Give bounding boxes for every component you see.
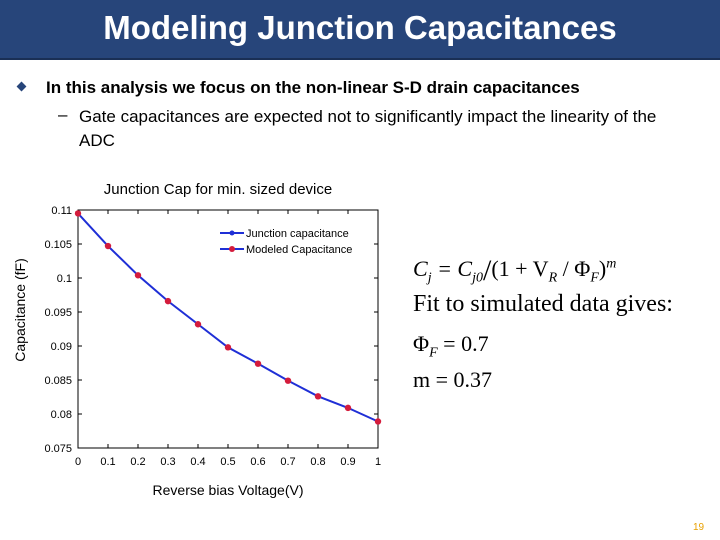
phi-value-equation: ΦF = 0.7 — [413, 331, 489, 361]
fit-text: Fit to simulated data gives: — [413, 291, 673, 317]
modeled-point — [254, 360, 262, 367]
y-tick-label: 0.08 — [51, 409, 72, 421]
y-tick-label: 0.105 — [44, 239, 72, 251]
x-tick-label: 0.8 — [310, 456, 325, 468]
legend: Junction capacitance Modeled Capacitance — [220, 228, 352, 256]
slide-title: Modeling Junction Capacitances — [103, 9, 617, 46]
x-tick-label: 0.5 — [220, 456, 235, 468]
y-tick-label: 0.095 — [44, 307, 72, 319]
eq-phi-sub: F — [590, 270, 599, 286]
eq-slash: / — [483, 254, 492, 287]
modeled-point — [314, 393, 322, 400]
y-axis-label: Capacitance (fF) — [12, 258, 28, 361]
x-axis-ticks: 0 0.1 0.2 0.3 0.4 0.5 0.6 0.7 0.8 0.9 1 — [75, 210, 381, 468]
y-tick-label: 0.11 — [51, 205, 72, 217]
capacitance-chart: Junction Cap for min. sized device 0 0.1 0… — [12, 181, 382, 498]
eq-cj0: = C — [431, 256, 473, 281]
modeled-point — [224, 344, 232, 351]
sub-bullet-text: Gate capacitances are expected not to si… — [79, 107, 657, 150]
x-axis-label: Reverse bias Voltage(V) — [153, 482, 304, 498]
legend-label-junction: Junction capacitance — [246, 228, 349, 240]
x-tick-label: 0.3 — [160, 456, 175, 468]
legend-label-modeled: Modeled Capacitance — [246, 244, 352, 256]
x-tick-label: 0.4 — [190, 456, 205, 468]
title-bar: Modeling Junction Capacitances — [0, 0, 720, 60]
page-number: 19 — [693, 522, 705, 533]
modeled-point — [134, 272, 142, 279]
eq-cj: C — [413, 256, 428, 281]
modeled-point — [374, 418, 382, 425]
y-axis-ticks: 0.075 0.08 0.085 0.09 0.095 0.1 0.105 0.11 — [44, 205, 378, 455]
y-tick-label: 0.1 — [57, 273, 72, 285]
m-value-equation: m = 0.37 — [413, 367, 493, 392]
eq-exp: m — [606, 256, 617, 272]
phi-symbol: Φ — [413, 331, 430, 356]
x-tick-label: 0.9 — [340, 456, 355, 468]
eq-vr-sub: R — [548, 270, 558, 286]
y-tick-label: 0.075 — [44, 443, 72, 455]
legend-marker-junction — [229, 230, 235, 236]
series-layer — [74, 210, 382, 425]
eq-body: (1 + V — [491, 256, 549, 281]
chart-title: Junction Cap for min. sized device — [104, 181, 332, 198]
diamond-bullet-icon — [16, 81, 27, 92]
x-tick-label: 0 — [75, 456, 81, 468]
modeled-point — [284, 377, 292, 384]
eq-close: ) — [598, 256, 607, 281]
eq-cj0-sub: j0 — [472, 270, 483, 286]
x-tick-label: 0.6 — [250, 456, 265, 468]
modeled-point — [344, 404, 352, 412]
x-tick-label: 0.2 — [130, 456, 145, 468]
legend-marker-modeled — [229, 246, 235, 252]
sub-bullet-dash: – — [58, 105, 68, 124]
y-tick-label: 0.085 — [44, 375, 72, 387]
x-tick-label: 0.1 — [100, 456, 115, 468]
eq-cj-sub: j — [427, 270, 432, 286]
x-tick-label: 0.7 — [280, 456, 295, 468]
y-tick-label: 0.09 — [51, 341, 72, 353]
modeled-point — [194, 321, 202, 328]
modeled-point — [164, 297, 172, 305]
x-tick-label: 1 — [375, 456, 381, 468]
junction-cap-model-equation: Cj = Cj0/(1 + VR / ΦF)m — [413, 254, 616, 288]
phi-value: = 0.7 — [437, 331, 489, 356]
phi-sub: F — [429, 345, 438, 361]
modeled-point — [104, 242, 112, 250]
modeled-point — [74, 210, 82, 217]
bullet-text: In this analysis we focus on the non-lin… — [46, 78, 580, 97]
eq-phi: / Φ — [557, 256, 591, 281]
